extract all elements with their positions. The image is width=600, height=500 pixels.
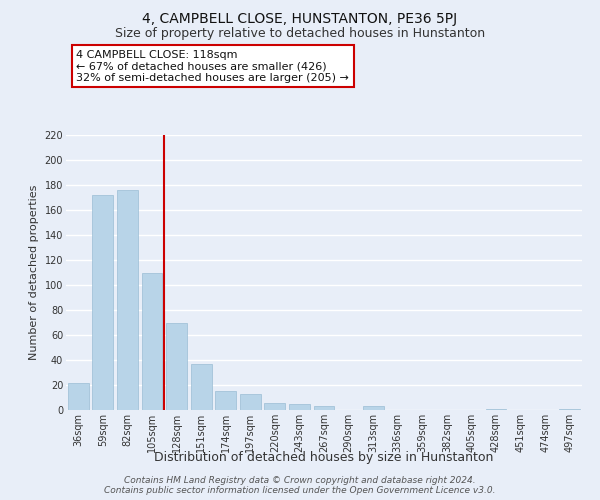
- Bar: [485, 409, 506, 410]
- Bar: [362, 406, 383, 410]
- Bar: [240, 394, 261, 410]
- Text: Size of property relative to detached houses in Hunstanton: Size of property relative to detached ho…: [115, 28, 485, 40]
- Bar: [117, 190, 138, 410]
- Bar: [314, 406, 334, 410]
- Bar: [142, 272, 163, 410]
- Bar: [289, 404, 310, 410]
- Text: Contains HM Land Registry data © Crown copyright and database right 2024.
Contai: Contains HM Land Registry data © Crown c…: [104, 476, 496, 495]
- Bar: [265, 402, 286, 410]
- Bar: [215, 391, 236, 410]
- Text: Distribution of detached houses by size in Hunstanton: Distribution of detached houses by size …: [154, 451, 494, 464]
- Bar: [68, 382, 89, 410]
- Bar: [559, 409, 580, 410]
- Y-axis label: Number of detached properties: Number of detached properties: [29, 185, 39, 360]
- Bar: [191, 364, 212, 410]
- Bar: [92, 195, 113, 410]
- Text: 4, CAMPBELL CLOSE, HUNSTANTON, PE36 5PJ: 4, CAMPBELL CLOSE, HUNSTANTON, PE36 5PJ: [142, 12, 458, 26]
- Bar: [166, 322, 187, 410]
- Text: 4 CAMPBELL CLOSE: 118sqm
← 67% of detached houses are smaller (426)
32% of semi-: 4 CAMPBELL CLOSE: 118sqm ← 67% of detach…: [76, 50, 349, 82]
